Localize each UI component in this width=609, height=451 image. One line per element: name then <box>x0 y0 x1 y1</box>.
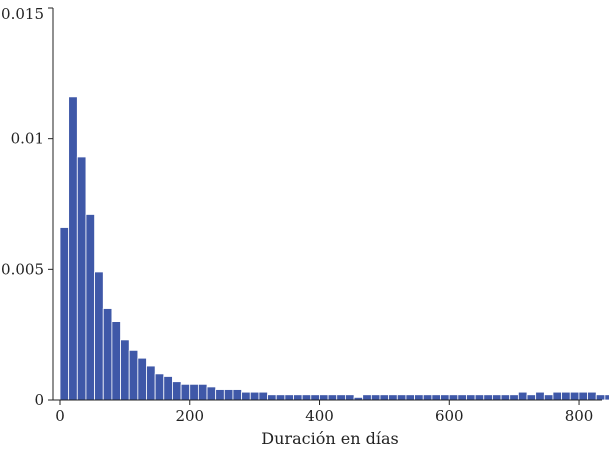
histogram-bar <box>293 394 303 401</box>
x-tick-label: 600 <box>435 407 464 425</box>
histogram-bar <box>396 394 407 401</box>
histogram-bar <box>422 394 433 401</box>
histogram-bar <box>526 394 537 401</box>
histogram-bar <box>59 227 70 401</box>
histogram-bar <box>310 394 320 401</box>
histogram-bar <box>431 394 441 401</box>
histogram-bar <box>561 391 571 401</box>
histogram-bar <box>68 96 78 401</box>
y-tick-label: 0 <box>34 391 44 409</box>
histogram-bar <box>535 391 545 401</box>
histogram-bar <box>336 394 346 401</box>
histogram-bar <box>180 383 191 401</box>
histogram-bar <box>457 394 467 401</box>
histogram-bar <box>543 394 554 401</box>
histogram-bar <box>587 391 597 401</box>
histogram-bar <box>440 394 450 401</box>
histogram-bar <box>258 391 268 401</box>
histogram-bar <box>197 383 208 401</box>
histogram-bar <box>275 394 286 401</box>
histogram-bar <box>154 373 165 401</box>
histogram-bar <box>146 365 156 401</box>
histogram-bar <box>267 394 277 401</box>
histogram-bar <box>128 349 139 401</box>
histogram-bars <box>59 96 609 401</box>
histogram-bar <box>483 394 493 401</box>
histogram-bar <box>111 321 121 401</box>
histogram-bar <box>604 394 609 401</box>
histogram-bar <box>379 394 390 401</box>
histogram-bar <box>466 394 476 401</box>
histogram-bar <box>517 391 528 401</box>
histogram-bar <box>223 389 234 401</box>
histogram-bar <box>492 394 502 401</box>
histogram-bar <box>301 394 312 401</box>
histogram-bar <box>215 389 225 401</box>
histogram-bar <box>405 394 415 401</box>
histogram-bar <box>344 394 355 401</box>
x-axis-ticks: 0 200 400 600 800 <box>55 400 593 425</box>
histogram-bar <box>163 376 173 401</box>
histogram-bar <box>552 391 563 401</box>
histogram-bar <box>172 381 182 401</box>
y-axis-ticks: 0 0.005 0.01 0.015 <box>1 5 53 409</box>
histogram-bar <box>94 271 104 401</box>
histogram-bar <box>569 391 580 401</box>
histogram-bar <box>206 386 217 401</box>
y-tick-label: 0.005 <box>1 260 44 278</box>
histogram-bar <box>448 394 459 401</box>
histogram-bar <box>327 394 338 401</box>
histogram-bar <box>102 308 113 401</box>
histogram-bar <box>189 383 199 401</box>
histogram-bar <box>249 391 260 401</box>
histogram-bar <box>509 394 519 401</box>
y-tick-label: 0.01 <box>11 130 44 148</box>
histogram-bar <box>241 391 251 401</box>
histogram-bar <box>232 389 243 401</box>
x-tick-label: 0 <box>55 407 65 425</box>
y-tick-label: 0.015 <box>1 5 44 23</box>
histogram-bar <box>284 394 294 401</box>
histogram-bar <box>595 394 606 401</box>
histogram-bar <box>474 394 485 401</box>
histogram-bar <box>85 214 95 401</box>
histogram-bar <box>578 391 588 401</box>
x-tick-label: 200 <box>175 407 204 425</box>
histogram-bar <box>388 394 398 401</box>
histogram-bar <box>319 394 329 401</box>
histogram-bar <box>414 394 424 401</box>
x-axis-title: Duración en días <box>261 429 398 448</box>
x-tick-label: 400 <box>305 407 334 425</box>
histogram-bar <box>76 156 87 401</box>
histogram-bar <box>500 394 511 401</box>
histogram-bar <box>137 357 147 401</box>
histogram-bar <box>362 394 372 401</box>
x-tick-label: 800 <box>565 407 594 425</box>
histogram-bar <box>120 339 130 401</box>
histogram-bar <box>370 394 381 401</box>
